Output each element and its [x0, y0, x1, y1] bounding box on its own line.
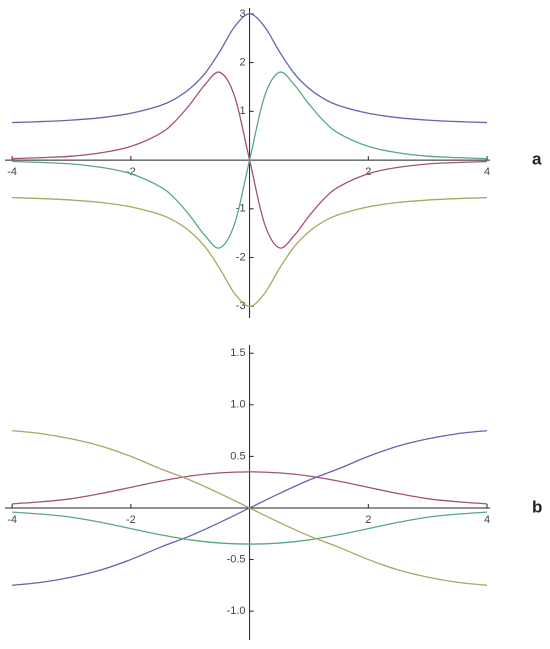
series-line	[12, 13, 488, 124]
y-tick-label: -1	[236, 203, 246, 215]
panel-label: b	[532, 497, 542, 516]
series-line	[12, 429, 488, 586]
y-tick-label: -1.0	[227, 605, 246, 617]
y-tick-label: 0.5	[230, 450, 245, 462]
x-tick-label: 4	[484, 514, 490, 526]
y-tick-label: 2	[239, 56, 245, 68]
series-line	[12, 71, 488, 249]
x-tick-label: 2	[365, 514, 371, 526]
x-tick-label: 4	[484, 166, 490, 178]
x-tick-label: -2	[126, 166, 136, 178]
x-tick-label: -4	[7, 166, 17, 178]
y-tick-label: 1.5	[230, 347, 245, 359]
y-tick-label: 1	[239, 105, 245, 117]
y-tick-label: -3	[236, 300, 246, 312]
x-tick-label: -4	[7, 514, 17, 526]
x-tick-label: -2	[126, 514, 136, 526]
y-tick-label: 1.0	[230, 399, 245, 411]
y-tick-label: 3	[239, 8, 245, 20]
series-line	[12, 471, 488, 505]
y-tick-label: -2	[236, 251, 246, 263]
y-tick-label: -0.5	[227, 553, 246, 565]
series-line	[12, 511, 488, 545]
series-line	[12, 196, 488, 307]
panel-label: a	[532, 150, 542, 169]
x-tick-label: 2	[365, 166, 371, 178]
